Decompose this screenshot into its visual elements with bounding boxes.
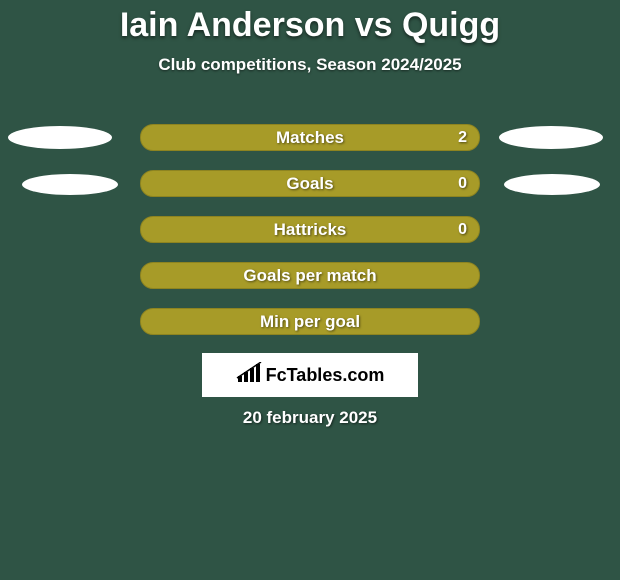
page-title: Iain Anderson vs Quigg xyxy=(0,0,620,45)
stat-bar-fill: Goals 0 xyxy=(140,170,480,197)
stat-bar: Goals per match xyxy=(140,262,480,289)
date-label: 20 february 2025 xyxy=(0,408,620,428)
stat-bar-fill: Hattricks 0 xyxy=(140,216,480,243)
stat-row-goals-per-match: Goals per match xyxy=(0,262,620,308)
subtitle: Club competitions, Season 2024/2025 xyxy=(0,55,620,75)
player-right-marker xyxy=(504,174,600,195)
stat-label: Min per goal xyxy=(260,312,360,332)
logo-text: FcTables.com xyxy=(266,365,385,386)
stat-bar-fill: Goals per match xyxy=(140,262,480,289)
stat-label: Hattricks xyxy=(274,220,347,240)
player-left-marker xyxy=(8,126,112,149)
comparison-infographic: Iain Anderson vs Quigg Club competitions… xyxy=(0,0,620,580)
stat-bar-fill: Matches 2 xyxy=(140,124,480,151)
stat-bar: Min per goal xyxy=(140,308,480,335)
stat-bar: Matches 2 xyxy=(140,124,480,151)
player-right-marker xyxy=(499,126,603,149)
bar-chart-icon xyxy=(236,362,262,389)
player-left-marker xyxy=(22,174,118,195)
stat-value: 0 xyxy=(458,221,467,239)
stat-label: Goals xyxy=(286,174,333,194)
stat-label: Matches xyxy=(276,128,344,148)
stat-row-matches: Matches 2 xyxy=(0,124,620,170)
logo-box: FcTables.com xyxy=(202,353,418,397)
stat-row-hattricks: Hattricks 0 xyxy=(0,216,620,262)
stat-row-min-per-goal: Min per goal xyxy=(0,308,620,354)
stat-bar: Goals 0 xyxy=(140,170,480,197)
stat-value: 0 xyxy=(458,175,467,193)
stat-bar-fill: Min per goal xyxy=(140,308,480,335)
stat-row-goals: Goals 0 xyxy=(0,170,620,216)
stat-value: 2 xyxy=(458,129,467,147)
stat-rows: Matches 2 Goals 0 Hattricks 0 xyxy=(0,124,620,354)
stat-bar: Hattricks 0 xyxy=(140,216,480,243)
stat-label: Goals per match xyxy=(243,266,376,286)
